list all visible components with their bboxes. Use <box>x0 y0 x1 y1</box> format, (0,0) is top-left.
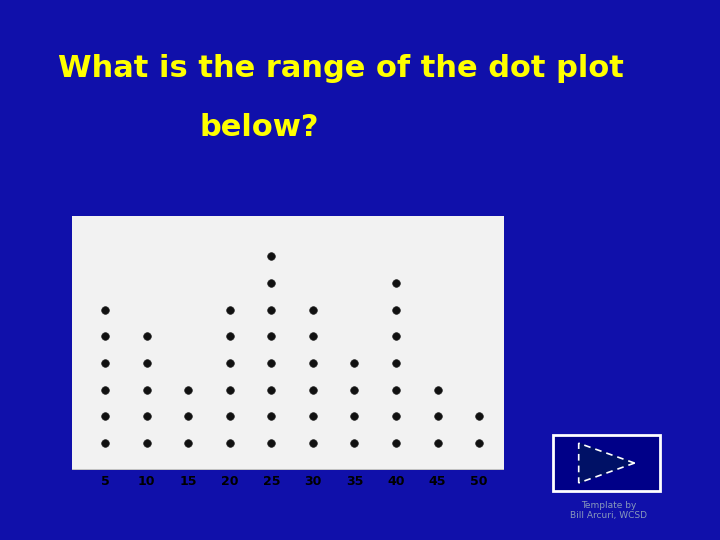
Polygon shape <box>579 443 634 483</box>
Text: Template by
Bill Arcuri, WCSD: Template by Bill Arcuri, WCSD <box>570 501 647 520</box>
Text: What is the range of the dot plot: What is the range of the dot plot <box>58 54 624 83</box>
Text: below?: below? <box>199 113 319 143</box>
